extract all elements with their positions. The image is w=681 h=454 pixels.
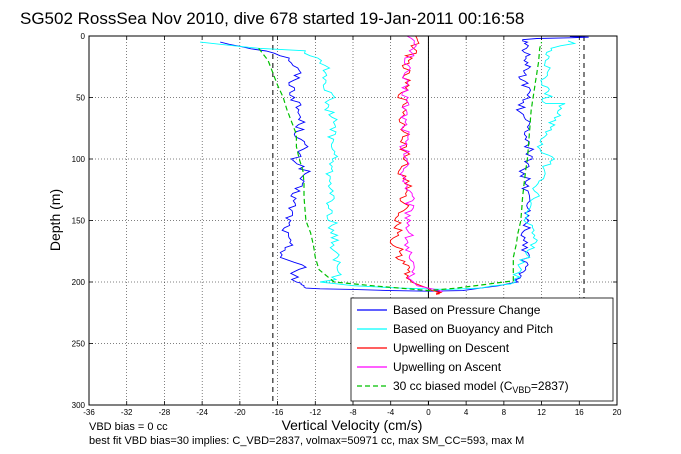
series-group (200, 35, 589, 295)
axis-ticks (88, 35, 618, 406)
series-line-2 (200, 40, 577, 290)
y-tick-label: 0 (81, 32, 86, 41)
x-tick-label: -4 (387, 408, 395, 417)
y-tick-label: 100 (72, 155, 86, 164)
x-tick-label: -20 (234, 408, 246, 417)
chart-title: SG502 RossSea Nov 2010, dive 678 started… (20, 9, 524, 28)
y-tick-label: 300 (72, 401, 86, 410)
series-line-3 (389, 35, 442, 295)
x-tick-label: 16 (575, 408, 584, 417)
y-tick-label: 150 (72, 217, 86, 226)
legend-entries: Based on Pressure Change Based on Buoyanc… (357, 303, 569, 395)
series-line-4 (399, 35, 443, 293)
y-axis-label: Depth (m) (47, 189, 63, 251)
series-line-5 (258, 41, 543, 292)
x-tick-label: 8 (502, 408, 507, 417)
legend-box (350, 297, 614, 402)
y-tick-label: 50 (76, 94, 85, 103)
legend: Based on Pressure Change Based on Buoyanc… (350, 297, 614, 402)
x-tick-label: -12 (310, 408, 322, 417)
vbd-bias-note: VBD bias = 0 cc (89, 421, 168, 433)
x-tick-labels: -36 -32 -28 -24 -20 -16 -12 -8 -4 0 4 8 12 16 20 (83, 408, 622, 417)
legend-label-5: 30 cc biased model (CVBD=2837) (393, 379, 569, 395)
x-tick-label: 4 (464, 408, 469, 417)
x-tick-label: -24 (196, 408, 208, 417)
x-tick-label: -36 (83, 408, 95, 417)
legend-label-4: Upwelling on Ascent (393, 360, 502, 374)
best-fit-note: best fit VBD bias=30 implies: C_VBD=2837… (89, 435, 524, 447)
legend-label-3: Upwelling on Descent (393, 341, 510, 355)
y-tick-labels: 0 50 100 150 200 250 300 (72, 32, 86, 410)
x-tick-label: 20 (613, 408, 622, 417)
x-tick-label: -16 (272, 408, 284, 417)
series-line-1 (220, 36, 589, 292)
legend-label-2: Based on Buoyancy and Pitch (393, 322, 553, 336)
x-tick-label: -8 (349, 408, 357, 417)
x-tick-label: -32 (121, 408, 133, 417)
y-tick-label: 200 (72, 278, 86, 287)
x-tick-label: 0 (426, 408, 431, 417)
legend-label-1: Based on Pressure Change (393, 303, 541, 317)
x-tick-label: -28 (159, 408, 171, 417)
x-axis-label: Vertical Velocity (cm/s) (282, 417, 423, 433)
y-tick-label: 250 (72, 340, 86, 349)
x-tick-label: 12 (537, 408, 546, 417)
